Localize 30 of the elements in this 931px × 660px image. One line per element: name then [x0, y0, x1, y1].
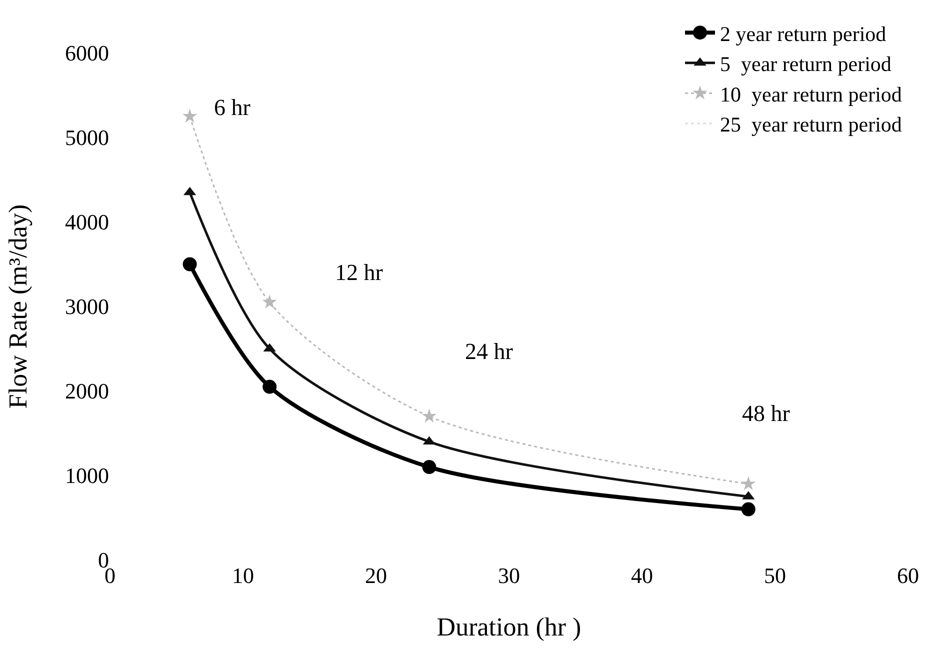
point — [741, 476, 756, 490]
annotation: 48 hr — [742, 401, 790, 426]
y-tick-label: 4000 — [65, 210, 109, 235]
y-tick-label: 5000 — [65, 125, 109, 150]
x-tick-label: 20 — [365, 563, 387, 588]
legend-label: 10 year return period — [720, 82, 902, 106]
x-tick-label: 40 — [631, 563, 653, 588]
point — [182, 257, 197, 272]
y-tick-label: 3000 — [65, 294, 109, 320]
annotation: 24 hr — [465, 339, 514, 364]
legend-label: 2 year return period — [720, 22, 887, 46]
x-tick-label: 30 — [498, 563, 520, 588]
x-tick-label: 60 — [897, 563, 919, 588]
point — [182, 108, 198, 123]
point — [741, 502, 756, 516]
legend-label: 25 year return period — [720, 112, 902, 137]
annotation: 6 hr — [214, 95, 251, 120]
point — [422, 460, 436, 474]
x-tick-label: 50 — [764, 563, 786, 588]
point — [262, 294, 277, 309]
y-tick-label: 2000 — [65, 378, 109, 404]
annotation: 12 hr — [335, 260, 384, 285]
y-axis-title: Flow Rate (m³/day) — [3, 204, 32, 409]
point — [422, 408, 437, 423]
x-tick-label: 10 — [232, 563, 254, 588]
y-tick-label: 6000 — [65, 40, 109, 66]
point — [262, 380, 277, 394]
legend-label: 5 year return period — [720, 52, 892, 76]
x-axis-title: Duration (hr ) — [436, 612, 582, 642]
y-tick-label: 1000 — [65, 463, 109, 488]
